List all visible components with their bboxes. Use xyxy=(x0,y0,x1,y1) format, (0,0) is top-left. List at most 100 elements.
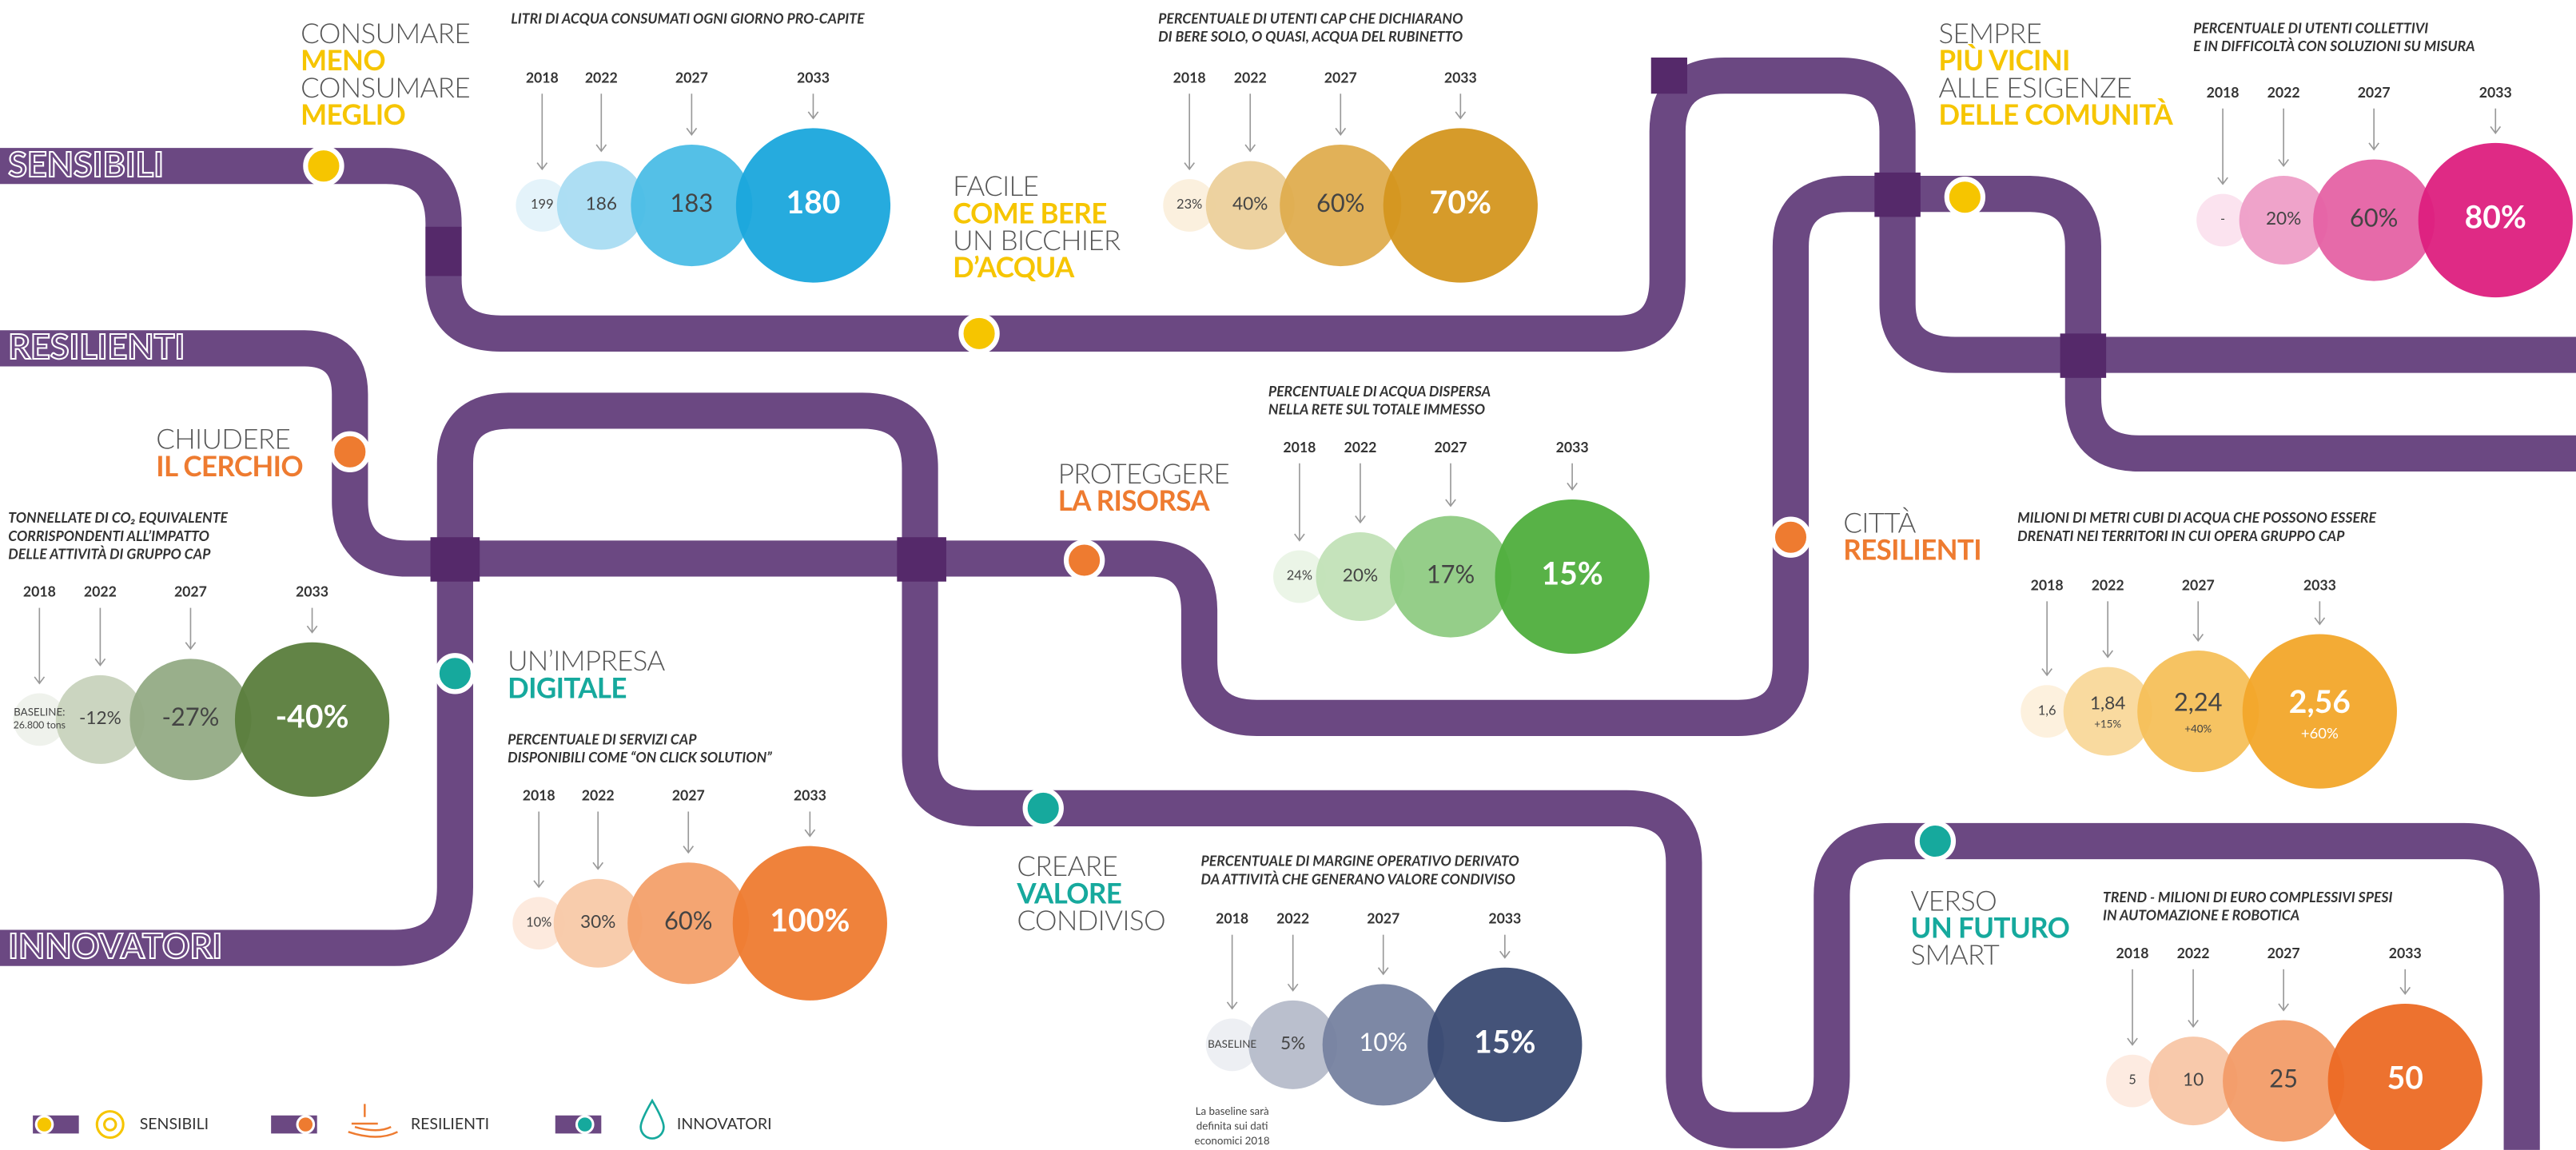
year-label: 2033 xyxy=(296,583,328,600)
bubble-label: 30% xyxy=(580,910,615,932)
bubble-label: 5 xyxy=(2128,1072,2136,1088)
bubble-label: 186 xyxy=(586,193,617,214)
footnote: La baseline sarà xyxy=(1196,1104,1269,1117)
caption: DI BERE SOLO, O QUASI, ACQUA DEL RUBINET… xyxy=(1158,28,1463,45)
bubble-label: -27% xyxy=(161,702,219,731)
year-label: 2027 xyxy=(672,787,705,804)
year-label: 2022 xyxy=(84,583,117,600)
bubble-label: 10% xyxy=(526,913,551,929)
caption: CORRISPONDENTI ALL’IMPATTO xyxy=(8,527,209,544)
year-label: 2033 xyxy=(2389,945,2422,961)
caption: NELLA RETE SUL TOTALE IMMESSO xyxy=(1268,400,1485,417)
bubble-label: 60% xyxy=(664,905,712,935)
year-label: 2022 xyxy=(2177,945,2210,961)
caption: PERCENTUALE DI SERVIZI CAP xyxy=(508,731,697,748)
year-label: 2018 xyxy=(2207,84,2240,101)
legend-dot xyxy=(297,1116,314,1133)
pipe-label: SENSIBILI xyxy=(8,143,164,185)
year-label: 2022 xyxy=(2092,576,2124,593)
legend-label: SENSIBILI xyxy=(140,1115,209,1133)
infographic: SENSIBILI RESILIENTI INNOVATORI CONSUMAR… xyxy=(0,0,2576,1150)
year-label: 2022 xyxy=(1276,910,1309,927)
year-label: 2018 xyxy=(23,583,56,600)
caption: DRENATI NEI TERRITORI IN CUI OPERA GRUPP… xyxy=(2017,527,2345,544)
caption: DELLE ATTIVITÀ DI GRUPPO CAP xyxy=(8,545,211,562)
year-label: 2027 xyxy=(2267,945,2300,961)
bubble-label: 10 xyxy=(2183,1068,2204,1089)
caption: PERCENTUALE DI ACQUA DISPERSA xyxy=(1268,383,1491,400)
year-label: 2018 xyxy=(523,787,555,804)
footnote: definita sui dati xyxy=(1196,1120,1268,1132)
bubble-label: BASELINE xyxy=(1208,1037,1256,1050)
bubble-label: 23% xyxy=(1177,196,1202,212)
bubble-label: 183 xyxy=(671,188,714,217)
bubble-label: - xyxy=(2220,211,2225,227)
bubble-label: 20% xyxy=(1343,563,1378,585)
legend-dot xyxy=(576,1116,593,1133)
pipe-dot xyxy=(1773,519,1809,555)
bubble-label: 50 xyxy=(2387,1059,2423,1096)
year-label: 2018 xyxy=(526,69,559,86)
bubble-label: 1,84 xyxy=(2090,692,2125,714)
year-label: 2018 xyxy=(1216,910,1248,927)
bubble-label: BASELINE: xyxy=(14,706,65,718)
year-label: 2022 xyxy=(1344,439,1376,456)
joint xyxy=(431,537,480,581)
heading: CONDIVISO xyxy=(1017,904,1165,937)
legend-label: INNOVATORI xyxy=(677,1115,772,1133)
year-label: 2018 xyxy=(1173,69,1206,86)
year-label: 2027 xyxy=(2358,84,2391,101)
bubble-label: 180 xyxy=(786,183,840,221)
joint xyxy=(425,227,461,277)
heading-accent: LA RISORSA xyxy=(1058,484,1211,517)
year-label: 2033 xyxy=(2479,84,2512,101)
caption: IN AUTOMAZIONE E ROBOTICA xyxy=(2103,907,2299,924)
pipe-dot xyxy=(305,148,341,184)
bubble-note: +60% xyxy=(2301,724,2339,742)
heading-accent: MEGLIO xyxy=(301,98,405,131)
caption: DISPONIBILI COME “ON CLICK SOLUTION” xyxy=(508,749,772,766)
bubble-label: 25 xyxy=(2269,1063,2298,1092)
bubble-note: +40% xyxy=(2184,722,2212,735)
year-label: 2033 xyxy=(1488,910,1521,927)
heading-accent: RESILIENTI xyxy=(1843,534,1981,567)
year-label: 2033 xyxy=(797,69,830,86)
year-label: 2022 xyxy=(582,787,615,804)
year-label: 2027 xyxy=(1435,439,1467,456)
year-label: 2018 xyxy=(2031,576,2064,593)
bubble-label: 20% xyxy=(2266,207,2301,229)
year-label: 2033 xyxy=(2303,576,2336,593)
caption: MILIONI DI METRI CUBI DI ACQUA CHE POSSO… xyxy=(2017,509,2376,526)
bubble-note: +15% xyxy=(2094,717,2121,730)
year-label: 2033 xyxy=(1444,69,1477,86)
year-label: 2033 xyxy=(794,787,826,804)
bubble-label: 80% xyxy=(2465,198,2526,236)
caption: LITRI DI ACQUA CONSUMATI OGNI GIORNO PRO… xyxy=(511,10,865,26)
pipe-dot xyxy=(961,316,997,352)
pipe-dot xyxy=(1947,179,1983,215)
caption: TONNELLATE DI CO₂ EQUIVALENTE xyxy=(8,509,228,526)
footnote: economici 2018 xyxy=(1195,1134,1270,1147)
bubble-label: 60% xyxy=(1316,188,1364,217)
heading-accent: DIGITALE xyxy=(508,671,627,704)
year-label: 2027 xyxy=(2182,576,2215,593)
pipe-dot xyxy=(1025,790,1061,826)
year-label: 2018 xyxy=(1283,439,1316,456)
heading-accent: DELLE COMUNITÀ xyxy=(1938,98,2173,131)
bubble-label: 199 xyxy=(531,196,554,212)
year-label: 2027 xyxy=(1324,69,1357,86)
bubble-label: 17% xyxy=(1427,559,1475,588)
bubble-label: -40% xyxy=(276,697,349,734)
bubble-label: 24% xyxy=(1287,567,1312,583)
caption: PERCENTUALE DI MARGINE OPERATIVO DERIVAT… xyxy=(1201,853,1519,869)
year-label: 2022 xyxy=(2267,84,2300,101)
bubble-label: 2,56 xyxy=(2289,682,2351,720)
year-label: 2027 xyxy=(1367,910,1399,927)
bubble-label: 2,24 xyxy=(2174,687,2223,717)
pipe-dot xyxy=(437,655,473,691)
bubble-label: -12% xyxy=(79,706,121,728)
bubble-note: 26.800 tons xyxy=(14,719,66,731)
bubble-label: 10% xyxy=(1359,1027,1407,1056)
year-label: 2022 xyxy=(585,69,618,86)
year-label: 2033 xyxy=(1556,439,1589,456)
